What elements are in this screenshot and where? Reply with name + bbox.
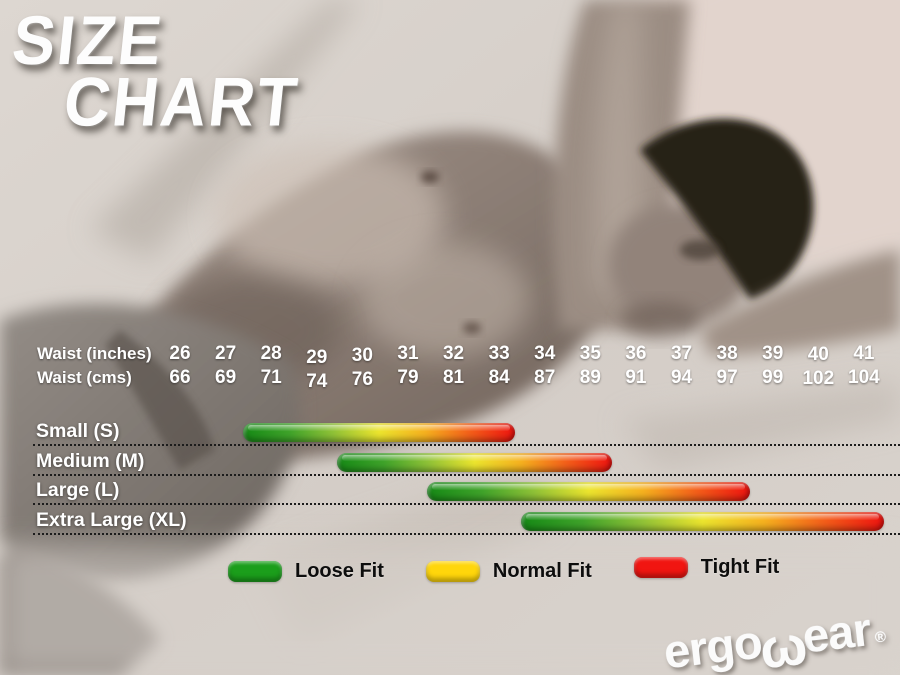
waist-column: 41 104 (848, 343, 880, 388)
waist-column: 36 91 (625, 343, 647, 388)
waist-column: 40 102 (802, 344, 835, 389)
size-label-large: Large (L) (36, 479, 120, 501)
legend-label-normal: Normal Fit (492, 560, 592, 582)
waist-column: 38 97 (716, 343, 738, 388)
size-label-medium: Medium (M) (36, 450, 145, 472)
fit-legend: Loose Fit Normal Fit Tight Fit (228, 556, 779, 583)
page-title: SIZE CHART (3, 1, 308, 141)
loose-fit-swatch-icon (228, 561, 282, 582)
waist-cms-label: Waist (cms) (37, 368, 132, 387)
legend-item-loose: Loose Fit (228, 560, 384, 583)
logo-omega-w: ω (756, 613, 809, 675)
waist-row-labels: Waist (inches) Waist (cms) (37, 342, 152, 390)
legend-label-tight: Tight Fit (700, 556, 780, 578)
size-row-small: Small (S) (33, 418, 900, 446)
size-range-bar-small (243, 423, 515, 442)
logo-text-ergo: ergo (660, 614, 764, 675)
waist-column: 33 84 (488, 343, 510, 388)
legend-item-tight: Tight Fit (633, 556, 780, 579)
size-row-xl: Extra Large (XL) (33, 507, 900, 535)
size-range-bar-medium (337, 453, 612, 472)
waist-inches-label: Waist (inches) (37, 344, 152, 363)
size-row-medium: Medium (M) (33, 448, 900, 476)
waist-column: 27 69 (215, 343, 237, 388)
size-row-large: Large (L) (33, 477, 900, 505)
waist-column: 35 89 (579, 343, 601, 388)
waist-column: 32 81 (442, 343, 465, 388)
size-label-small: Small (S) (36, 420, 120, 442)
waist-column: 30 76 (351, 345, 373, 390)
normal-fit-swatch-icon (425, 561, 480, 582)
size-range-bar-large (427, 482, 750, 501)
legend-label-loose: Loose Fit (295, 560, 384, 582)
size-label-xl: Extra Large (XL) (36, 509, 187, 531)
waist-column: 29 74 (306, 347, 328, 392)
tight-fit-swatch-icon (633, 557, 688, 578)
waist-column: 31 79 (397, 343, 419, 388)
waist-column: 26 66 (169, 343, 191, 388)
waist-column: 37 94 (670, 343, 693, 388)
title-line2: CHART (60, 62, 303, 141)
size-range-bar-xl (521, 512, 884, 531)
waist-column: 28 71 (260, 343, 282, 388)
logo-text-ear: ear (799, 602, 873, 663)
legend-item-normal: Normal Fit (425, 560, 592, 583)
waist-column: 39 99 (762, 343, 784, 388)
registered-trademark-icon: ® (873, 628, 886, 647)
waist-columns: 26 66 27 69 28 71 29 74 30 76 31 79 32 81 33 84 … (160, 342, 884, 392)
waist-column: 34 87 (534, 343, 556, 388)
